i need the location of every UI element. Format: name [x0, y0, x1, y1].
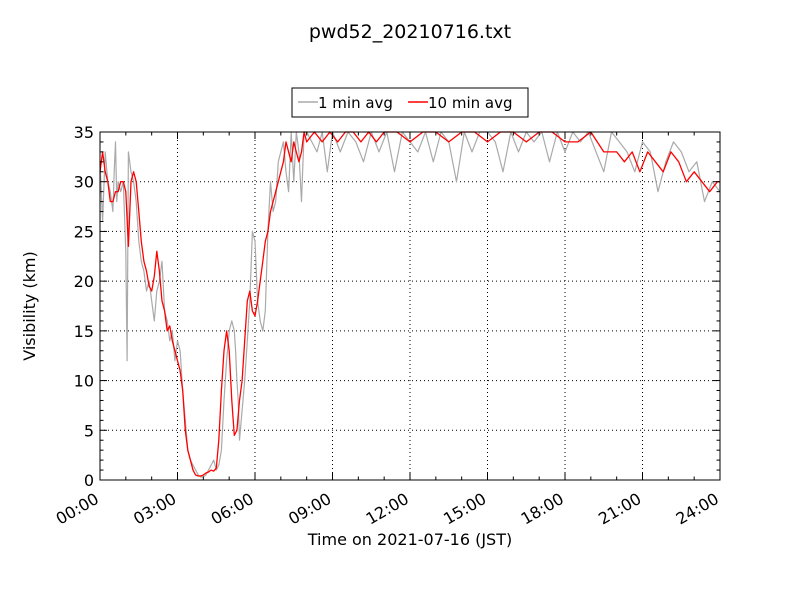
x-tick-label: 21:00 [595, 489, 644, 529]
y-tick-label: 0 [84, 471, 94, 490]
axis-ticks [99, 131, 721, 481]
x-tick-label: 00:00 [53, 489, 102, 529]
y-tick-label: 5 [84, 421, 94, 440]
x-tick-label: 06:00 [208, 489, 257, 529]
y-axis-label: Visibility (km) [20, 251, 39, 360]
legend: 1 min avg 10 min avg [291, 87, 529, 118]
tick-labels: 00:00 03:00 06:00 09:00 12:00 15:00 18:00 21:00… [53, 123, 722, 529]
chart-title: pwd52_20210716.txt [309, 21, 511, 43]
legend-label-10min: 10 min avg [428, 94, 513, 112]
y-tick-label: 10 [74, 372, 94, 391]
y-tick-label: 30 [74, 173, 94, 192]
x-tick-label: 18:00 [518, 489, 567, 529]
y-tick-label: 20 [74, 272, 94, 291]
x-tick-label: 12:00 [363, 489, 412, 529]
x-axis-label: Time on 2021-07-16 (JST) [307, 530, 512, 549]
y-tick-label: 25 [74, 222, 94, 241]
x-tick-label: 24:00 [673, 489, 722, 529]
y-tick-label: 15 [74, 322, 94, 341]
x-tick-label: 15:00 [440, 489, 489, 529]
y-tick-label: 35 [74, 123, 94, 142]
grid [100, 132, 720, 480]
legend-label-1min: 1 min avg [318, 94, 393, 112]
x-tick-label: 03:00 [130, 489, 179, 529]
x-tick-label: 09:00 [285, 489, 334, 529]
legend-box [291, 87, 529, 118]
series-line-10min-avg [99, 131, 720, 477]
